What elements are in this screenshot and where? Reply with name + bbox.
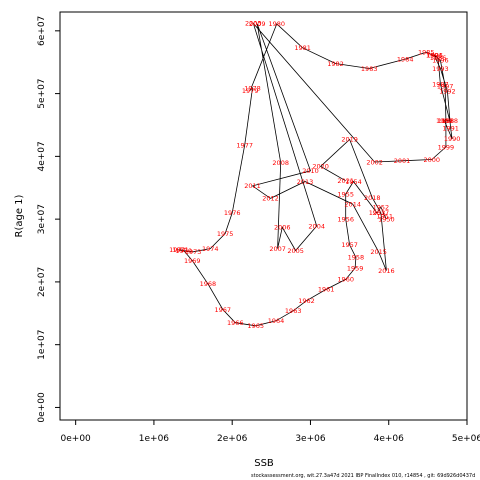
year-label-2003: 2003 [245, 20, 262, 28]
x-tick-label: 1e+06 [139, 434, 170, 444]
year-label-1973: 1973 [185, 248, 202, 256]
year-label-1984: 1984 [397, 55, 414, 63]
year-label-1990: 1990 [444, 135, 461, 143]
year-label-1975: 1975 [217, 230, 234, 238]
year-label-1961: 1961 [318, 286, 335, 294]
year-label-1960: 1960 [337, 276, 354, 284]
year-label-1968: 1968 [200, 280, 217, 288]
year-label-1969: 1969 [184, 257, 201, 265]
year-label-1996: 1996 [432, 57, 449, 65]
x-axis-title: SSB [254, 458, 274, 469]
year-label-1998: 1998 [438, 117, 455, 125]
year-label-1971: 1971 [172, 246, 189, 254]
y-tick-label: 6e+07 [37, 16, 47, 46]
footer-credit: stockassessment.org, wit.27.3a47d 2021 I… [251, 473, 476, 479]
year-label-1953: 1953 [369, 209, 386, 217]
year-label-1985: 1985 [418, 49, 435, 57]
y-tick-label: 5e+07 [37, 78, 47, 108]
year-label-1958: 1958 [348, 254, 365, 262]
year-label-1970: 1970 [175, 247, 192, 255]
year-label-2011: 2011 [244, 182, 261, 190]
year-label-2007: 2007 [269, 245, 286, 253]
year-label-2002: 2002 [366, 158, 383, 166]
y-axis-title: R(age 1) [14, 194, 25, 237]
x-tick-label: 5e+06 [452, 434, 480, 444]
y-tick-label: 0e+00 [37, 392, 47, 423]
year-label-2005: 2005 [287, 247, 304, 255]
year-label-1965: 1965 [247, 322, 264, 330]
year-label-2009: 2009 [249, 20, 266, 28]
year-label-1997: 1997 [437, 82, 454, 90]
year-label-2016: 2016 [378, 267, 395, 275]
year-label-1974: 1974 [202, 245, 219, 253]
year-label-1954: 1954 [345, 178, 362, 186]
y-tick-label: 1e+07 [37, 330, 47, 360]
year-label-1952: 1952 [373, 204, 390, 212]
year-label-1993: 1993 [432, 65, 449, 73]
year-label-2015: 2015 [370, 248, 387, 256]
year-label-1962: 1962 [298, 297, 315, 305]
x-tick-label: 0e+00 [61, 434, 92, 444]
year-label-1978: 1978 [244, 84, 261, 92]
plot-frame [59, 11, 468, 421]
year-label-1987: 1987 [432, 81, 449, 89]
y-axis: 0e+00 1e+07 2e+07 3e+07 4e+07 5e+07 6e+07 [37, 16, 60, 423]
series-line [177, 23, 453, 327]
year-label-2004: 2004 [308, 222, 325, 230]
y-tick-label: 4e+07 [37, 141, 47, 171]
year-label-1999: 1999 [438, 143, 455, 151]
year-label-1957: 1957 [341, 241, 358, 249]
year-label-2021: 2021 [337, 177, 354, 185]
x-tick-label: 3e+06 [295, 434, 326, 444]
year-label-2018: 2018 [364, 194, 381, 202]
y-tick-label: 3e+07 [37, 204, 47, 234]
year-label-1992: 1992 [439, 87, 456, 95]
year-label-1955: 1955 [337, 190, 354, 198]
year-label-1951: 1951 [377, 212, 394, 220]
x-tick-label: 4e+06 [374, 434, 405, 444]
year-label-2020: 2020 [312, 163, 329, 171]
year-label-1972: 1972 [169, 246, 186, 254]
year-label-2001: 2001 [394, 157, 411, 165]
y-tick-label: 2e+07 [37, 267, 47, 297]
year-label-1977: 1977 [236, 141, 253, 149]
year-label-2019: 2019 [341, 136, 358, 144]
year-label-2008: 2008 [272, 159, 289, 167]
year-label-1979: 1979 [242, 87, 259, 95]
year-label-2012: 2012 [262, 195, 279, 203]
year-label-1964: 1964 [268, 317, 285, 325]
year-label-1981: 1981 [294, 44, 311, 52]
year-label-1994: 1994 [426, 52, 443, 60]
year-label-1967: 1967 [215, 306, 232, 314]
year-label-2006: 2006 [274, 224, 291, 232]
year-label-1980: 1980 [269, 20, 286, 28]
year-label-2017: 2017 [373, 209, 390, 217]
year-label-1959: 1959 [347, 264, 364, 272]
year-label-1966: 1966 [227, 319, 244, 327]
year-label-1991: 1991 [442, 124, 459, 132]
year-label-2010: 2010 [302, 167, 319, 175]
year-label-2014: 2014 [344, 200, 361, 208]
year-label-1982: 1982 [327, 60, 344, 68]
year-label-2013: 2013 [297, 178, 314, 186]
year-label-1988: 1988 [442, 117, 459, 125]
year-label-1976: 1976 [224, 209, 241, 217]
year-label-1995: 1995 [427, 52, 444, 60]
x-tick-label: 2e+06 [217, 434, 248, 444]
x-axis: 0e+00 1e+06 2e+06 3e+06 4e+06 5e+06 [61, 420, 480, 444]
year-label-2000: 2000 [424, 156, 441, 164]
year-label-1956: 1956 [337, 215, 354, 223]
year-label-1963: 1963 [285, 307, 302, 315]
year-label-1983: 1983 [361, 65, 378, 73]
year-label-1950: 1950 [378, 215, 395, 223]
year-label-1989: 1989 [436, 117, 453, 125]
year-label-1986: 1986 [430, 54, 447, 62]
